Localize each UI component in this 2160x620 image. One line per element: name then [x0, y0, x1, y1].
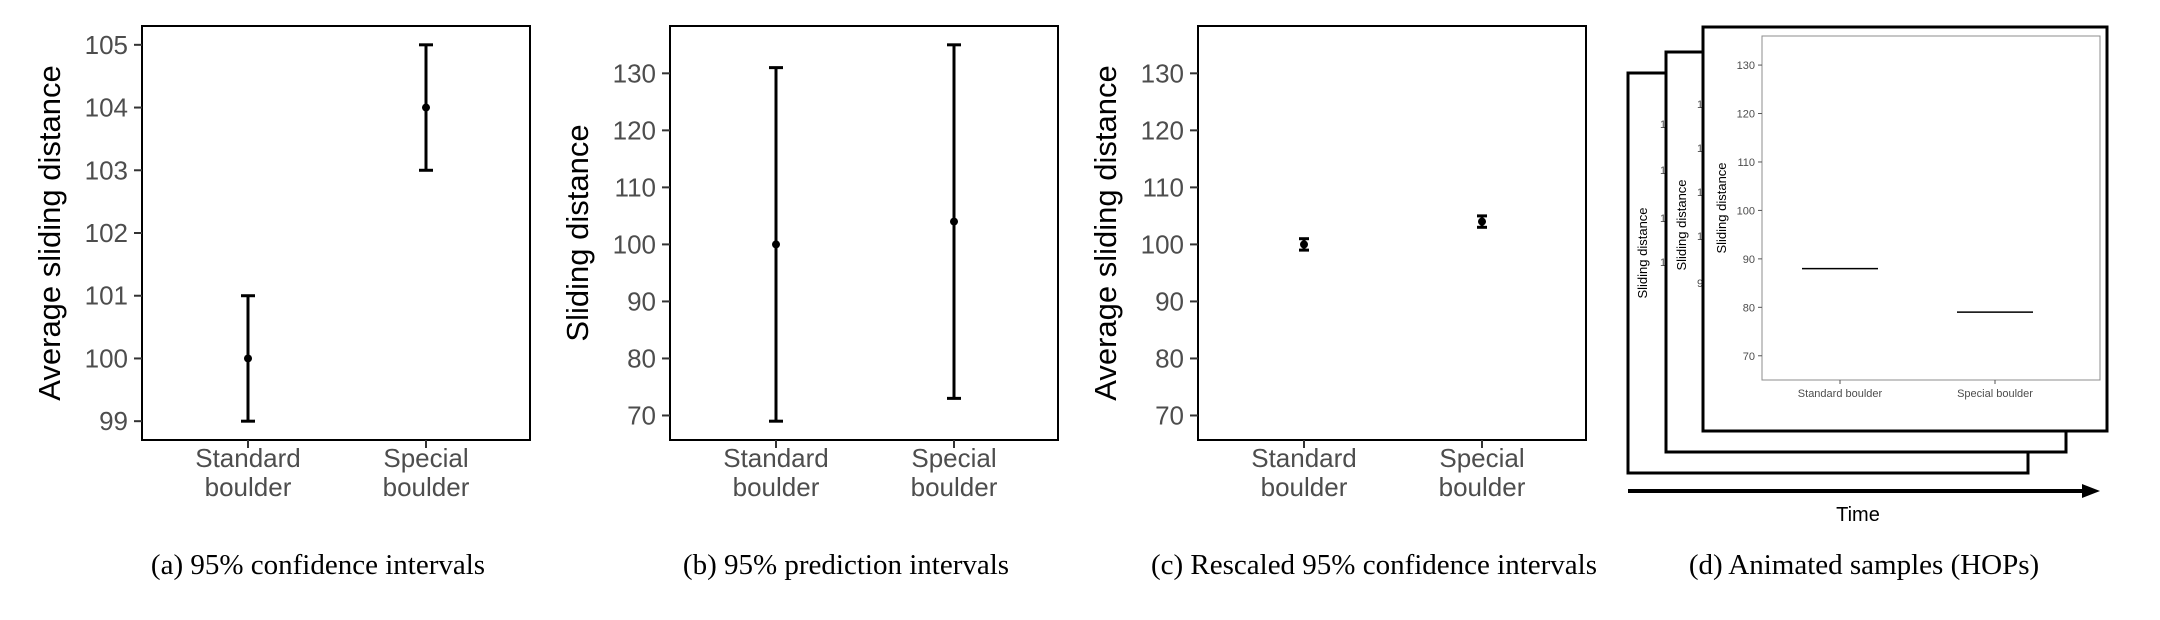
panel-prediction-intervals: 708090100110120130StandardboulderSpecial…: [560, 25, 1059, 581]
time-axis-label: Time: [1836, 504, 1880, 526]
hop-y-tick-label: 70: [1743, 351, 1755, 363]
y-tick-label: 120: [1141, 115, 1184, 145]
x-tick-label: boulder: [1439, 472, 1526, 502]
hop-frame-front: [1701, 25, 2109, 433]
point-estimate: [244, 354, 252, 363]
y-tick-label: 102: [85, 218, 128, 248]
y-tick-label: 101: [85, 281, 128, 311]
y-tick-label: 70: [627, 400, 656, 430]
hop-y-tick-label: 100: [1737, 205, 1755, 217]
point-estimate: [950, 217, 958, 226]
y-tick-label: 80: [627, 343, 656, 373]
x-tick-label: boulder: [1261, 472, 1348, 502]
y-tick-label: 90: [627, 286, 656, 316]
y-axis-title: Average sliding distance: [32, 65, 67, 400]
y-tick-label: 103: [85, 155, 128, 185]
y-axis-title: Sliding distance: [560, 124, 595, 341]
time-arrow-head: [2082, 484, 2100, 498]
y-tick-label: 100: [85, 343, 128, 373]
hop-x-tick-label: Special boulder: [1957, 388, 2033, 400]
hop-y-tick-label: 110: [1737, 157, 1755, 169]
y-tick-label: 110: [1143, 172, 1184, 202]
x-tick-label: boulder: [205, 472, 292, 502]
x-tick-label: boulder: [383, 472, 470, 502]
y-tick-label: 104: [85, 93, 128, 123]
y-tick-label: 120: [613, 115, 656, 145]
point-estimate: [422, 103, 430, 112]
hop-y-tick-label: 120: [1737, 109, 1755, 121]
y-tick-label: 110: [615, 172, 656, 202]
x-tick-label: Special: [1439, 443, 1524, 473]
figure-caption: (c) Rescaled 95% confidence intervals: [1151, 549, 1597, 581]
y-tick-label: 105: [85, 30, 128, 60]
panel-rescaled-confidence-intervals: 708090100110120130StandardboulderSpecial…: [1088, 25, 1597, 581]
point-estimate: [772, 240, 780, 249]
hop-y-axis-title: Sliding distance: [1674, 179, 1689, 270]
hop-y-tick-label: 80: [1743, 302, 1755, 314]
point-estimate: [1478, 217, 1486, 226]
x-tick-label: Special: [911, 443, 996, 473]
y-tick-label: 70: [1155, 400, 1184, 430]
hop-y-axis-title: Sliding distance: [1635, 207, 1650, 298]
point-estimate: [1300, 240, 1308, 249]
panel-confidence-intervals: 99100101102103104105StandardboulderSpeci…: [32, 25, 531, 581]
x-tick-label: boulder: [733, 472, 820, 502]
hop-plot-frame: [1761, 35, 2101, 381]
hop-x-tick-label: Standard boulder: [1798, 388, 1883, 400]
plot-frame: [141, 25, 531, 441]
x-tick-label: Standard: [195, 443, 301, 473]
x-tick-label: boulder: [911, 472, 998, 502]
x-tick-label: Special: [383, 443, 468, 473]
hop-y-tick-label: 130: [1737, 60, 1755, 72]
x-tick-label: Standard: [1251, 443, 1357, 473]
hop-y-tick-label: 90: [1743, 254, 1755, 266]
x-tick-label: Standard: [723, 443, 829, 473]
y-tick-label: 90: [1155, 286, 1184, 316]
y-tick-label: 80: [1155, 343, 1184, 373]
figure-caption: (d) Animated samples (HOPs): [1689, 549, 2039, 581]
hop-y-axis-title: Sliding distance: [1714, 162, 1729, 253]
y-tick-label: 130: [613, 58, 656, 88]
y-tick-label: 100: [1141, 229, 1184, 259]
plot-frame: [669, 25, 1059, 441]
y-axis-title: Average sliding distance: [1088, 65, 1123, 400]
hop-tick-label-partial: 9: [1697, 278, 1703, 290]
y-tick-label: 130: [1141, 58, 1184, 88]
y-tick-label: 100: [613, 229, 656, 259]
y-tick-label: 99: [99, 406, 128, 436]
figure-caption: (b) 95% prediction intervals: [683, 549, 1009, 581]
figure-caption: (a) 95% confidence intervals: [151, 549, 485, 581]
panel-animated-samples: 13121110Sliding distance131211109Sliding…: [1626, 25, 2109, 581]
plot-frame: [1197, 25, 1587, 441]
